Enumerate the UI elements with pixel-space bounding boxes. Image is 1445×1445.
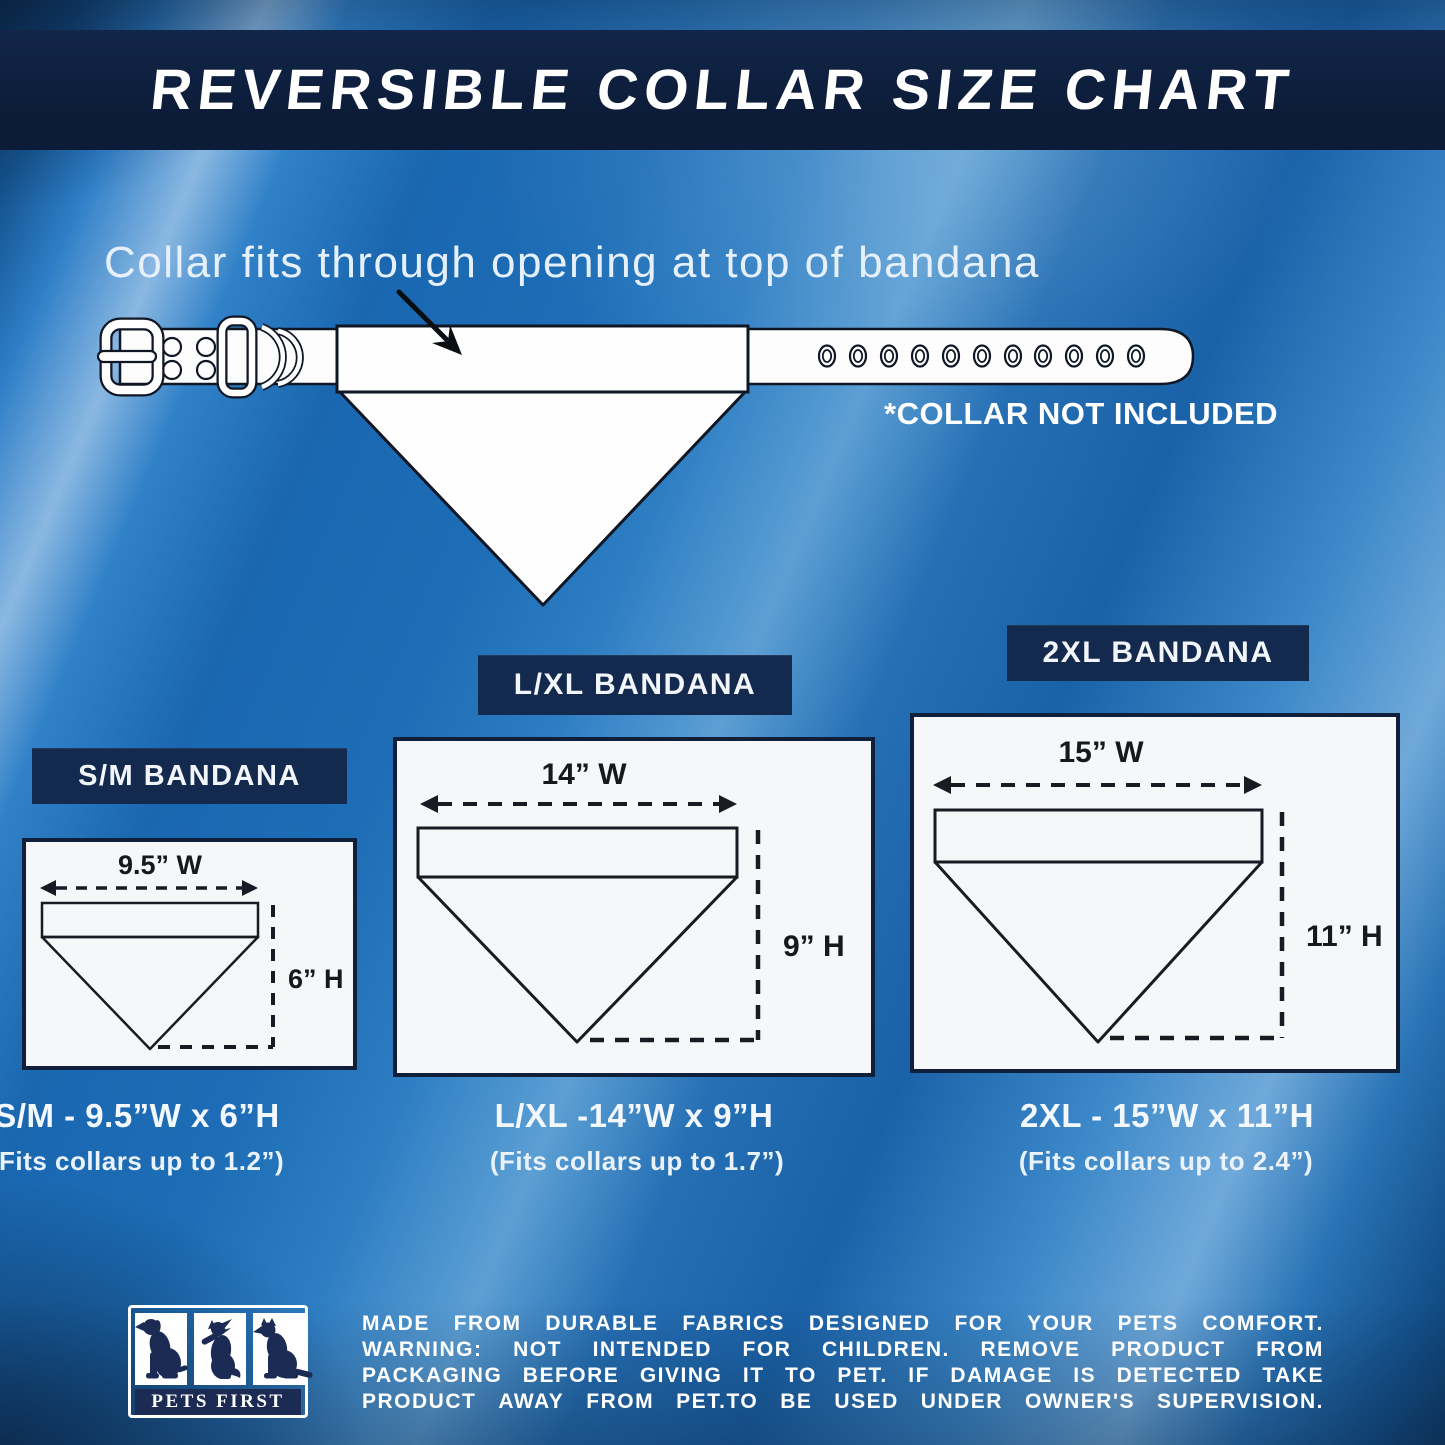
lxl-diagram — [416, 795, 761, 1044]
size-panel-2xl — [910, 713, 1400, 1073]
lxl-caption-fit: (Fits collars up to 1.7”) — [489, 1146, 785, 1176]
logo-dog-panels — [135, 1313, 313, 1385]
bandana-triangle — [338, 390, 747, 607]
collar-keeper-loop — [216, 315, 258, 399]
disclaimer-line: PRODUCT AWAY FROM PET.TO BE USED UNDER OWNER'S S… — [362, 1390, 1324, 1413]
lxl-caption-size: L/XL -14”W x 9”H — [494, 1097, 774, 1134]
sm-diagram — [40, 880, 275, 1051]
disclaimer-line: PACKAGING BEFORE GIVING IT TO PET. IF DAMAGE IS D… — [362, 1364, 1324, 1387]
collar-buckle — [96, 317, 165, 397]
size-label-sm: S/M BANDANA — [32, 748, 347, 804]
lxl-width-label: 14” W — [541, 758, 627, 791]
bandana-sleeve — [335, 324, 750, 394]
title-band: REVERSIBLE COLLAR SIZE CHART — [0, 30, 1445, 150]
sm-height-label: 6” H — [288, 964, 344, 994]
dog-silhouette-icon — [194, 1313, 246, 1385]
collar-ring-icon — [260, 323, 304, 391]
sm-caption-fit: (Fits collars up to 1.2”) — [0, 1146, 285, 1176]
collar-left-holes — [161, 336, 217, 381]
collar-eyelets — [817, 344, 1146, 368]
size-label-lxl: L/XL BANDANA — [478, 655, 792, 715]
pets-first-logo: PETS FIRST — [128, 1305, 313, 1418]
disclaimer-line: WARNING: NOT INTENDED FOR CHILDREN. REMOVE PRO… — [362, 1338, 1324, 1361]
dog-silhouette-icon — [253, 1313, 313, 1385]
lxl-height-label: 9” H — [783, 930, 845, 963]
collar-instruction-text: Collar fits through opening at top of ba… — [104, 238, 1040, 287]
sm-caption-size: S/M - 9.5”W x 6”H — [0, 1097, 280, 1134]
size-label-2xl: 2XL BANDANA — [1007, 625, 1309, 681]
disclaimer-line: MADE FROM DURABLE FABRICS DESIGNED FOR YOUR PET… — [362, 1312, 1324, 1335]
2xl-diagram — [933, 776, 1285, 1044]
page-title: REVERSIBLE COLLAR SIZE CHART — [147, 58, 1298, 122]
2xl-height-label: 11” H — [1306, 920, 1383, 953]
logo-wordmark: PETS FIRST — [135, 1389, 301, 1415]
dog-silhouette-icon — [135, 1313, 188, 1385]
collar-not-included-note: *COLLAR NOT INCLUDED — [884, 396, 1279, 431]
size-panel-sm — [22, 838, 357, 1070]
size-panel-lxl — [393, 737, 875, 1077]
2xl-caption-size: 2XL - 15”W x 11”H — [1019, 1097, 1315, 1134]
sm-width-label: 9.5” W — [117, 850, 203, 880]
2xl-width-label: 15” W — [1058, 736, 1144, 769]
pointer-arrow-icon — [396, 289, 462, 355]
2xl-caption-fit: (Fits collars up to 2.4”) — [1018, 1146, 1314, 1176]
collar-strap — [118, 327, 1195, 386]
disclaimer: MADE FROM DURABLE FABRICS DESIGNED FOR YOUR PET… — [362, 1311, 1324, 1415]
